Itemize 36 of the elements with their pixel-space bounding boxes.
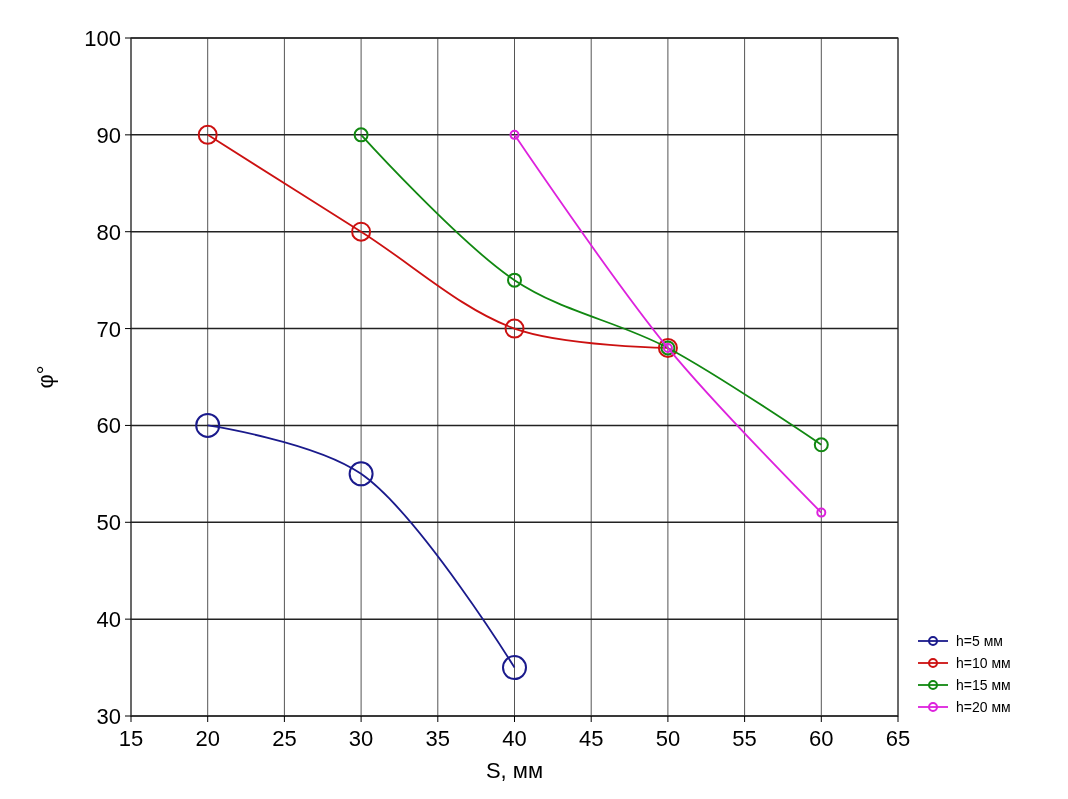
legend-label: h=10 мм <box>956 655 1011 671</box>
legend-label: h=20 мм <box>956 699 1011 715</box>
point <box>353 127 369 143</box>
x-tick-label: 50 <box>655 726 681 751</box>
legend-label: h=15 мм <box>956 677 1011 693</box>
point <box>348 461 374 487</box>
x-tick-label: 65 <box>885 726 911 751</box>
x-tick-label: 55 <box>732 726 757 751</box>
y-tick-label: 40 <box>96 607 121 633</box>
x-tick-label: 20 <box>195 726 220 751</box>
y-tick-label: 100 <box>84 26 121 51</box>
point <box>816 507 827 518</box>
point <box>507 272 522 288</box>
y-tick-label: 60 <box>96 413 121 439</box>
point <box>504 318 525 339</box>
point <box>197 124 218 145</box>
y-axis-title: φ° <box>33 365 58 389</box>
y-tick-label: 80 <box>96 219 121 245</box>
point <box>813 437 829 453</box>
y-tick-label: 70 <box>96 316 121 342</box>
point <box>351 221 372 242</box>
x-axis-title: S, мм <box>485 758 544 783</box>
x-tick-label: 40 <box>502 726 527 751</box>
point <box>195 412 221 438</box>
legend-label: h=5 мм <box>956 633 1003 649</box>
x-tick-label: 35 <box>425 726 451 751</box>
x-tick-label: 45 <box>578 726 604 751</box>
x-tick-label: 30 <box>348 726 374 751</box>
y-tick-label: 90 <box>96 122 121 148</box>
y-tick-label: 50 <box>96 510 121 536</box>
point <box>502 655 527 681</box>
x-tick-label: 15 <box>118 726 144 751</box>
y-tick-label: 30 <box>96 704 121 729</box>
x-tick-label: 60 <box>809 726 834 751</box>
x-tick-label: 25 <box>272 726 297 751</box>
point <box>509 129 520 140</box>
